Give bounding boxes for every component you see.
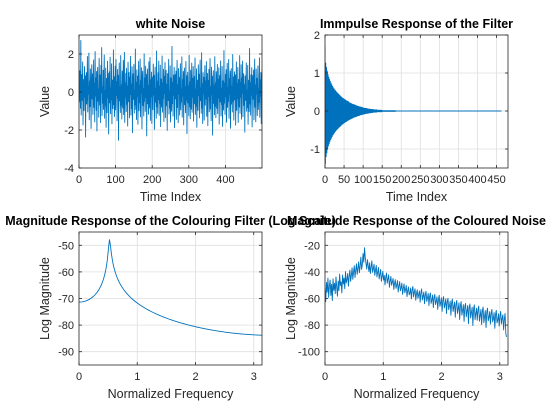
chart-title: Immpulse Response of the Filter	[320, 17, 513, 31]
x-tick-label: 400	[468, 174, 486, 186]
y-tick-label: 0	[314, 106, 320, 118]
x-tick-label: 3	[251, 371, 257, 383]
subplot-coloured-noise-magnitude: 0 1 2 3 -100 -80 -60 -40 -20 Magnitude Response o…	[284, 214, 546, 401]
x-tick-label: 400	[216, 174, 234, 186]
x-axis-label: Normalized Frequency	[108, 387, 234, 401]
series-line-0	[79, 40, 262, 141]
x-tick-label: 1	[380, 371, 386, 383]
x-tick-label: 350	[449, 174, 467, 186]
plot-area	[325, 35, 508, 168]
y-tick-label: -70	[58, 294, 74, 306]
x-tick-label: 3	[497, 371, 503, 383]
x-tick-label: 1	[134, 371, 140, 383]
series-line-0	[79, 239, 262, 336]
y-axis-label: Log Magnitude	[284, 257, 298, 340]
x-tick-label: 300	[430, 174, 448, 186]
y-tick-label: -60	[304, 294, 320, 306]
x-tick-label: 50	[338, 174, 350, 186]
y-tick-label: 1	[314, 68, 320, 80]
x-axis-label: Time Index	[386, 190, 448, 204]
series-line-0	[325, 46, 502, 165]
axes-box	[78, 34, 263, 169]
axes-box	[324, 34, 509, 169]
x-tick-label: 250	[411, 174, 429, 186]
y-tick-label: -80	[304, 320, 320, 332]
x-tick-label: 200	[143, 174, 161, 186]
y-tick-label: -100	[298, 347, 320, 359]
x-tick-label: 2	[192, 371, 198, 383]
y-tick-label: 2	[314, 30, 320, 42]
x-tick-label: 300	[180, 174, 198, 186]
x-tick-label: 200	[392, 174, 410, 186]
y-tick-label: -1	[310, 144, 320, 156]
x-tick-label: 2	[438, 371, 444, 383]
chart-title: Magnitude Response of the Colouring Filt…	[5, 214, 336, 228]
y-tick-label: -80	[58, 320, 74, 332]
subplot-colouring-filter-magnitude: 0 1 2 3 -90 -80 -70 -60 -50 Magnitude Response of…	[5, 214, 336, 401]
y-tick-label: -90	[58, 347, 74, 359]
y-tick-label: -40	[304, 267, 320, 279]
y-axis-label: Value	[38, 86, 52, 117]
chart-title: Magnitude Response of the Coloured Noise	[287, 214, 546, 228]
x-tick-label: 0	[76, 174, 82, 186]
y-tick-label: -60	[58, 267, 74, 279]
x-axis-label: Normalized Frequency	[354, 387, 480, 401]
series-line-0	[325, 247, 507, 338]
y-tick-label: -2	[64, 125, 74, 137]
x-tick-label: 0	[322, 371, 328, 383]
x-tick-label: 100	[106, 174, 124, 186]
x-tick-label: 450	[487, 174, 505, 186]
y-axis-label: Log Magnitude	[38, 257, 52, 340]
subplot-white-noise: 0 100 200 300 400 -4 -2 0 2 white Noise Time Index…	[38, 17, 263, 204]
subplot-impulse-response: 0 50 100 150 200 250 300 350 400 450 -1 0 1 2Immpulse…	[284, 17, 513, 204]
chart-title: white Noise	[135, 17, 206, 31]
x-tick-label: 100	[354, 174, 372, 186]
y-tick-label: -50	[58, 240, 74, 252]
y-tick-label: -4	[64, 163, 74, 175]
x-axis-label: Time Index	[140, 190, 202, 204]
x-tick-label: 0	[322, 174, 328, 186]
y-tick-label: 0	[68, 87, 74, 99]
y-tick-label: 2	[68, 49, 74, 61]
y-tick-label: -20	[304, 240, 320, 252]
x-tick-label: 0	[76, 371, 82, 383]
y-axis-label: Value	[284, 86, 298, 117]
x-tick-label: 150	[373, 174, 391, 186]
